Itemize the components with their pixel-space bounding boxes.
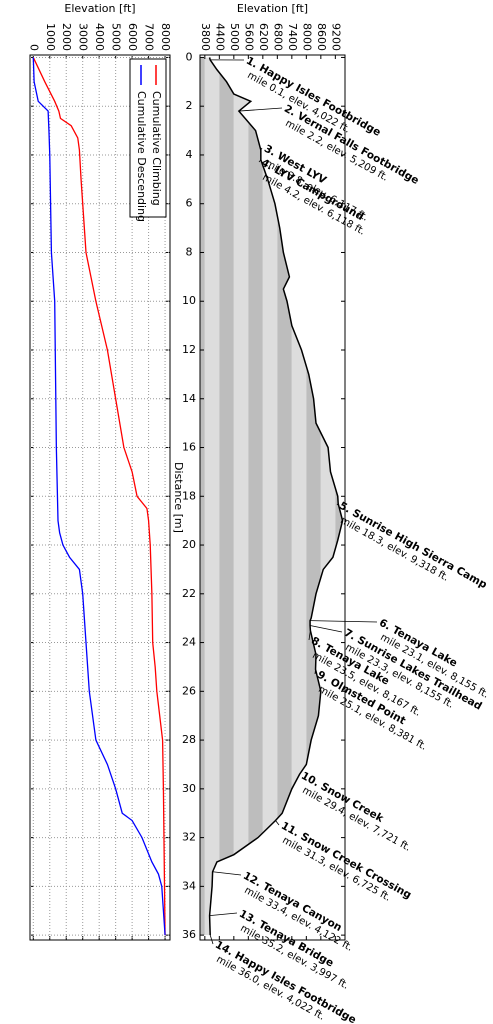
y-tick-label: 3800 (199, 23, 212, 51)
x-tick-label: 30 (182, 782, 196, 795)
elevation-line (208, 57, 344, 936)
annotation-leader (309, 625, 343, 633)
x-tick-label: 36 (182, 928, 196, 941)
y-tick-label: 8000 (159, 23, 172, 51)
y-tick-label: 6200 (257, 23, 270, 51)
annotation-leader (336, 503, 339, 506)
y-tick-label: 4400 (213, 23, 226, 51)
annotation-detail: mile 25.1, elev. 8,381 ft. (316, 684, 428, 753)
x-tick-label: 8 (186, 245, 193, 258)
x-tick-label: 18 (182, 489, 196, 502)
x-axis-label: Distance [m] (172, 462, 185, 533)
y-axis-label: Elevation [ft] (64, 2, 135, 15)
x-tick-label: 24 (182, 636, 196, 649)
x-tick-label: 32 (182, 831, 196, 844)
annotation-leader (260, 147, 263, 151)
y-tick-label: 5600 (242, 23, 255, 51)
x-tick-label: 28 (182, 733, 196, 746)
series-line (32, 57, 166, 936)
y-tick-label: 6000 (126, 23, 139, 51)
annotation-title: 5. Sunrise High Sierra Camp (337, 500, 489, 592)
y-axis-label: Elevation [ft] (237, 2, 308, 15)
annotation-title: 11. Snow Creek Crossing (279, 820, 413, 902)
legend-label: Cumulative Descending (135, 91, 148, 222)
y-tick-label: 2000 (60, 23, 73, 51)
y-tick-label: 6800 (271, 23, 284, 51)
plot-frame (29, 54, 171, 941)
x-tick-label: 6 (186, 197, 193, 210)
y-tick-label: 4000 (93, 23, 106, 51)
x-tick-label: 26 (182, 684, 196, 697)
annotation-leader (212, 871, 242, 876)
x-tick-label: 14 (182, 392, 196, 405)
annotation-leader (275, 820, 280, 826)
x-tick-label: 12 (182, 343, 196, 356)
series-line (32, 57, 166, 936)
x-tick-label: 16 (182, 441, 196, 454)
y-tick-label: 9200 (329, 23, 342, 51)
annotation-leader (310, 620, 378, 623)
x-tick-label: 20 (182, 538, 196, 551)
y-tick-label: 7000 (143, 23, 156, 51)
annotation-leader (258, 159, 262, 163)
y-tick-label: 8000 (300, 23, 313, 51)
x-tick-label: 10 (182, 294, 196, 307)
elevation-band (248, 57, 263, 936)
legend-box (129, 58, 167, 218)
elevation-band (233, 57, 249, 936)
y-tick-label: 7400 (286, 23, 299, 51)
elevation-band (277, 57, 292, 936)
x-tick-label: 2 (186, 99, 193, 112)
elevation-band (200, 57, 205, 936)
annotation-leader (298, 773, 300, 776)
annotation-leader (308, 630, 311, 641)
x-tick-label: 22 (182, 587, 196, 600)
y-tick-label: 8600 (315, 23, 328, 51)
y-tick-label: 1000 (44, 23, 57, 51)
x-tick-label: 4 (186, 148, 193, 161)
annotation-leader (209, 935, 214, 945)
elevation-band (204, 57, 220, 936)
annotation-leader (209, 912, 238, 917)
legend-label: Cumulative Climbing (150, 91, 163, 206)
elevation-band (262, 57, 278, 936)
y-tick-label: 3000 (77, 23, 90, 51)
y-tick-label: 5000 (228, 23, 241, 51)
plot-frame (199, 54, 346, 941)
elevation-band (219, 57, 234, 936)
y-tick-label: 5000 (110, 23, 123, 51)
x-tick-label: 34 (182, 879, 196, 892)
annotation-leader (238, 107, 283, 112)
annotation-leader (314, 669, 316, 675)
y-tick-label: 0 (27, 44, 40, 51)
x-tick-label: 0 (186, 50, 193, 63)
